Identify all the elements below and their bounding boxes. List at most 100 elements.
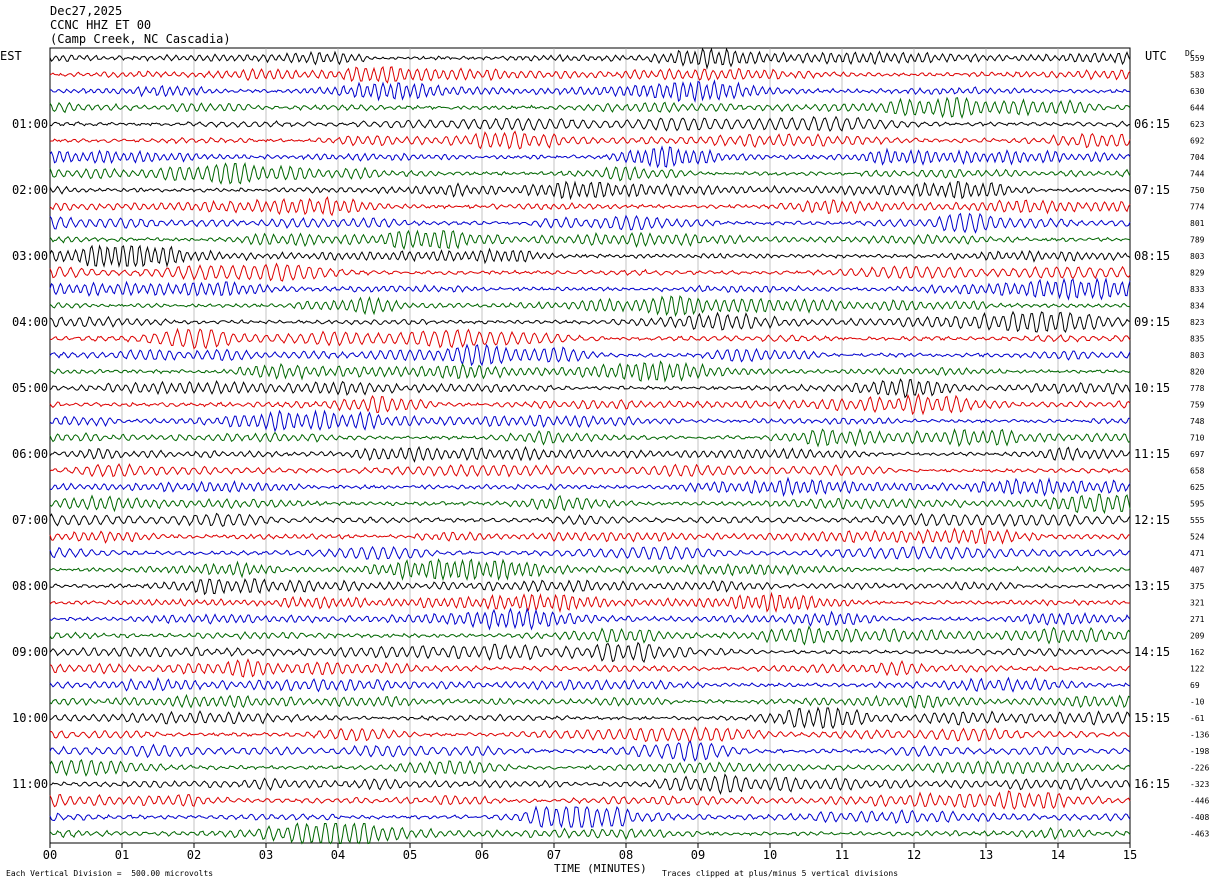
header-station: CCNC HHZ ET 00 bbox=[50, 18, 152, 32]
trace-line bbox=[49, 706, 1131, 730]
right-hour-label: 14:15 bbox=[1134, 645, 1170, 659]
dc-offset-label: 750 bbox=[1190, 186, 1205, 195]
trace-line bbox=[49, 428, 1131, 448]
x-tick-label: 15 bbox=[1123, 848, 1137, 862]
dc-offset-label: 162 bbox=[1190, 648, 1205, 657]
trace-line bbox=[49, 773, 1131, 796]
trace-line bbox=[49, 295, 1131, 318]
dc-offset-label: 375 bbox=[1190, 582, 1205, 591]
left-hour-label: 05:00 bbox=[12, 381, 48, 395]
dc-offset-label: 774 bbox=[1190, 203, 1205, 212]
trace-line bbox=[49, 693, 1131, 709]
dc-offset-label: -61 bbox=[1190, 714, 1205, 723]
trace-line bbox=[49, 343, 1131, 367]
x-tick-label: 14 bbox=[1051, 848, 1065, 862]
dc-offset-label: 834 bbox=[1190, 302, 1205, 311]
right-hour-label: 09:15 bbox=[1134, 315, 1170, 329]
dc-offset-label: 595 bbox=[1190, 500, 1205, 509]
trace-line bbox=[49, 527, 1131, 545]
dc-offset-label: 833 bbox=[1190, 285, 1205, 294]
right-hour-label: 13:15 bbox=[1134, 579, 1170, 593]
dc-offset-label: 122 bbox=[1190, 665, 1205, 674]
left-hour-label: 08:00 bbox=[12, 579, 48, 593]
x-tick-label: 03 bbox=[259, 848, 273, 862]
dc-offset-label: 559 bbox=[1190, 54, 1205, 63]
trace-line bbox=[49, 262, 1131, 282]
trace-line bbox=[49, 790, 1131, 810]
x-axis-label: TIME (MINUTES) bbox=[554, 862, 647, 875]
x-tick-label: 09 bbox=[691, 848, 705, 862]
dc-offset-label: 658 bbox=[1190, 467, 1205, 476]
trace-line bbox=[49, 244, 1131, 268]
trace-line bbox=[49, 625, 1131, 646]
x-tick-label: 12 bbox=[907, 848, 921, 862]
trace-line bbox=[49, 607, 1131, 631]
trace-line bbox=[49, 726, 1131, 743]
dc-offset-label: -408 bbox=[1190, 813, 1209, 822]
trace-line bbox=[49, 641, 1131, 663]
dc-offset-label: -136 bbox=[1190, 731, 1209, 740]
left-hour-label: 10:00 bbox=[12, 711, 48, 725]
trace-line bbox=[49, 96, 1131, 120]
header-location: (Camp Creek, NC Cascadia) bbox=[50, 32, 231, 46]
dc-offset-label: 69 bbox=[1190, 681, 1200, 690]
dc-offset-label: 835 bbox=[1190, 335, 1205, 344]
dc-offset-label: 555 bbox=[1190, 516, 1205, 525]
left-hour-label: 09:00 bbox=[12, 645, 48, 659]
dc-offset-label: -198 bbox=[1190, 747, 1209, 756]
dc-offset-label: 829 bbox=[1190, 269, 1205, 278]
x-tick-label: 06 bbox=[475, 848, 489, 862]
dc-offset-label: 524 bbox=[1190, 533, 1205, 542]
trace-line bbox=[49, 759, 1131, 777]
left-hour-label: 03:00 bbox=[12, 249, 48, 263]
dc-offset-label: 471 bbox=[1190, 549, 1205, 558]
dc-offset-label: 759 bbox=[1190, 401, 1205, 410]
dc-offset-label: 625 bbox=[1190, 483, 1205, 492]
left-hour-label: 04:00 bbox=[12, 315, 48, 329]
dc-offset-label: 407 bbox=[1190, 566, 1205, 575]
x-tick-label: 05 bbox=[403, 848, 417, 862]
trace-line bbox=[49, 578, 1131, 596]
right-hour-label: 16:15 bbox=[1134, 777, 1170, 791]
dc-offset-label: 630 bbox=[1190, 87, 1205, 96]
trace-line bbox=[49, 476, 1131, 497]
trace-line bbox=[49, 196, 1131, 217]
dc-offset-label: 789 bbox=[1190, 236, 1205, 245]
x-tick-label: 00 bbox=[43, 848, 57, 862]
trace-line bbox=[49, 212, 1131, 234]
dc-offset-label: 710 bbox=[1190, 434, 1205, 443]
trace-line bbox=[49, 558, 1131, 582]
dc-offset-label: 744 bbox=[1190, 170, 1205, 179]
trace-line bbox=[49, 463, 1131, 478]
scale-note: Each Vertical Division = 500.00 microvol… bbox=[6, 869, 214, 878]
dc-offset-label: 778 bbox=[1190, 384, 1205, 393]
trace-line bbox=[49, 180, 1131, 201]
trace-line bbox=[49, 805, 1131, 829]
trace-line bbox=[49, 229, 1131, 251]
trace-line bbox=[49, 360, 1131, 383]
trace-line bbox=[49, 145, 1131, 169]
dc-offset-label: 321 bbox=[1190, 599, 1205, 608]
trace-line bbox=[49, 65, 1131, 84]
x-tick-label: 13 bbox=[979, 848, 993, 862]
header-date: Dec27,2025 bbox=[50, 4, 123, 18]
x-tick-label: 11 bbox=[835, 848, 849, 862]
dc-offset-label: -226 bbox=[1190, 764, 1209, 773]
dc-offset-label: 823 bbox=[1190, 318, 1205, 327]
dc-offset-label: 697 bbox=[1190, 450, 1205, 459]
left-hour-label: 11:00 bbox=[12, 777, 48, 791]
left-hour-label: 01:00 bbox=[12, 117, 48, 131]
dc-offset-label: 692 bbox=[1190, 137, 1205, 146]
right-hour-label: 07:15 bbox=[1134, 183, 1170, 197]
trace-line bbox=[49, 493, 1131, 515]
trace-line bbox=[49, 130, 1131, 150]
trace-line bbox=[49, 591, 1131, 613]
trace-line bbox=[49, 79, 1131, 103]
dc-offset-label: 644 bbox=[1190, 104, 1205, 113]
trace-line bbox=[49, 115, 1131, 132]
x-tick-label: 07 bbox=[547, 848, 561, 862]
right-timezone-label: UTC bbox=[1145, 49, 1167, 63]
dc-offset-label: 623 bbox=[1190, 120, 1205, 129]
x-tick-label: 08 bbox=[619, 848, 633, 862]
trace-line bbox=[49, 822, 1131, 845]
